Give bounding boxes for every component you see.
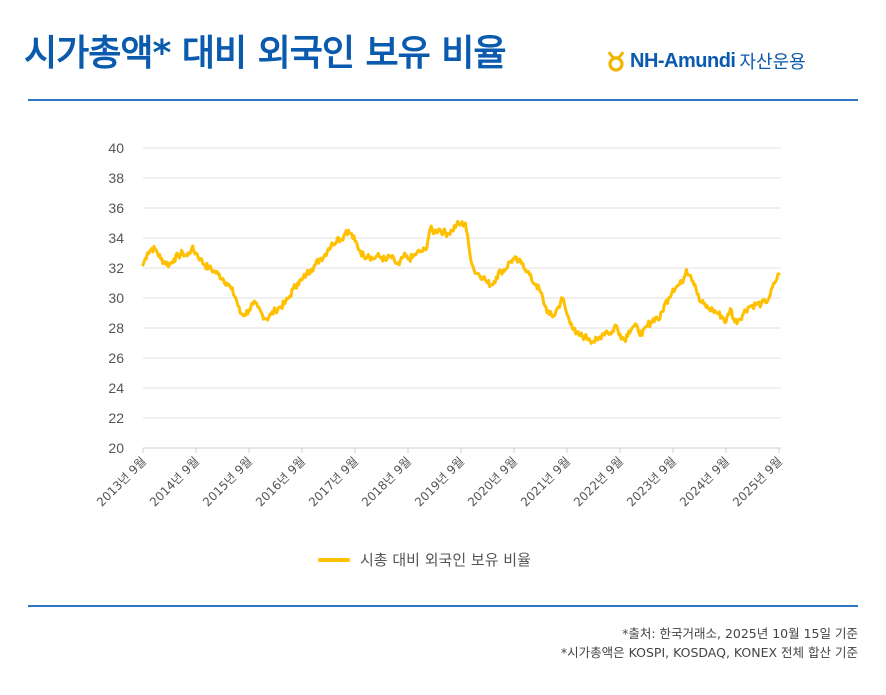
x-tick-label: 2013년 9월: [94, 454, 149, 509]
series-line: [141, 219, 781, 345]
x-tick-label: 2016년 9월: [253, 454, 308, 509]
y-tick-label: 32: [108, 260, 124, 276]
x-tick-label: 2014년 9월: [147, 454, 202, 509]
y-tick-label: 28: [108, 320, 124, 336]
x-axis: [142, 448, 780, 453]
x-tick-label: 2017년 9월: [306, 454, 361, 509]
brand-logo: NH-Amundi 자산운용: [606, 48, 806, 74]
y-tick-label: 40: [108, 140, 124, 156]
y-tick-label: 30: [108, 290, 124, 306]
x-tick-label: 2021년 9월: [518, 454, 573, 509]
brand-name: NH-Amundi: [630, 49, 736, 72]
y-tick-label: 22: [108, 410, 124, 426]
nh-logo-icon: [607, 51, 625, 72]
y-tick-label: 38: [108, 170, 124, 186]
x-tick-label: 2020년 9월: [465, 454, 520, 509]
legend-label: 시총 대비 외국인 보유 비율: [360, 551, 531, 569]
x-tick-label: 2024년 9월: [677, 454, 732, 509]
y-axis-ticks: 40 38 36 34 32 30 28 26 24 22 20: [108, 140, 124, 456]
y-tick-label: 26: [108, 350, 124, 366]
legend-swatch: [318, 557, 350, 562]
y-tick-label: 34: [108, 230, 124, 246]
footnotes: *출처: 한국거래소, 2025년 10월 15일 기준 *시가총액은 KOSP…: [561, 624, 858, 662]
x-tick-label: 2015년 9월: [200, 454, 255, 509]
footer-divider: [28, 605, 858, 607]
page-title: 시가총액* 대비 외국인 보유 비율: [24, 33, 507, 74]
x-tick-label: 2022년 9월: [571, 454, 626, 509]
y-tick-label: 20: [108, 440, 124, 456]
footnote-source: *출처: 한국거래소, 2025년 10월 15일 기준: [622, 626, 858, 641]
chart-legend: 시총 대비 외국인 보유 비율: [318, 549, 531, 570]
y-tick-label: 24: [108, 380, 124, 396]
series-group: [141, 219, 781, 345]
footnote-marketcap: *시가총액은 KOSPI, KOSDAQ, KONEX 전체 합산 기준: [560, 645, 858, 660]
x-tick-label: 2018년 9월: [359, 454, 414, 509]
grid-lines: [143, 147, 781, 449]
x-tick-label: 2023년 9월: [624, 454, 679, 509]
header-divider: [28, 99, 858, 101]
x-tick-label: 2019년 9월: [412, 454, 467, 509]
brand-suffix: 자산운용: [739, 52, 806, 73]
x-tick-label: 2025년 9월: [730, 454, 785, 509]
y-tick-label: 36: [108, 200, 124, 216]
